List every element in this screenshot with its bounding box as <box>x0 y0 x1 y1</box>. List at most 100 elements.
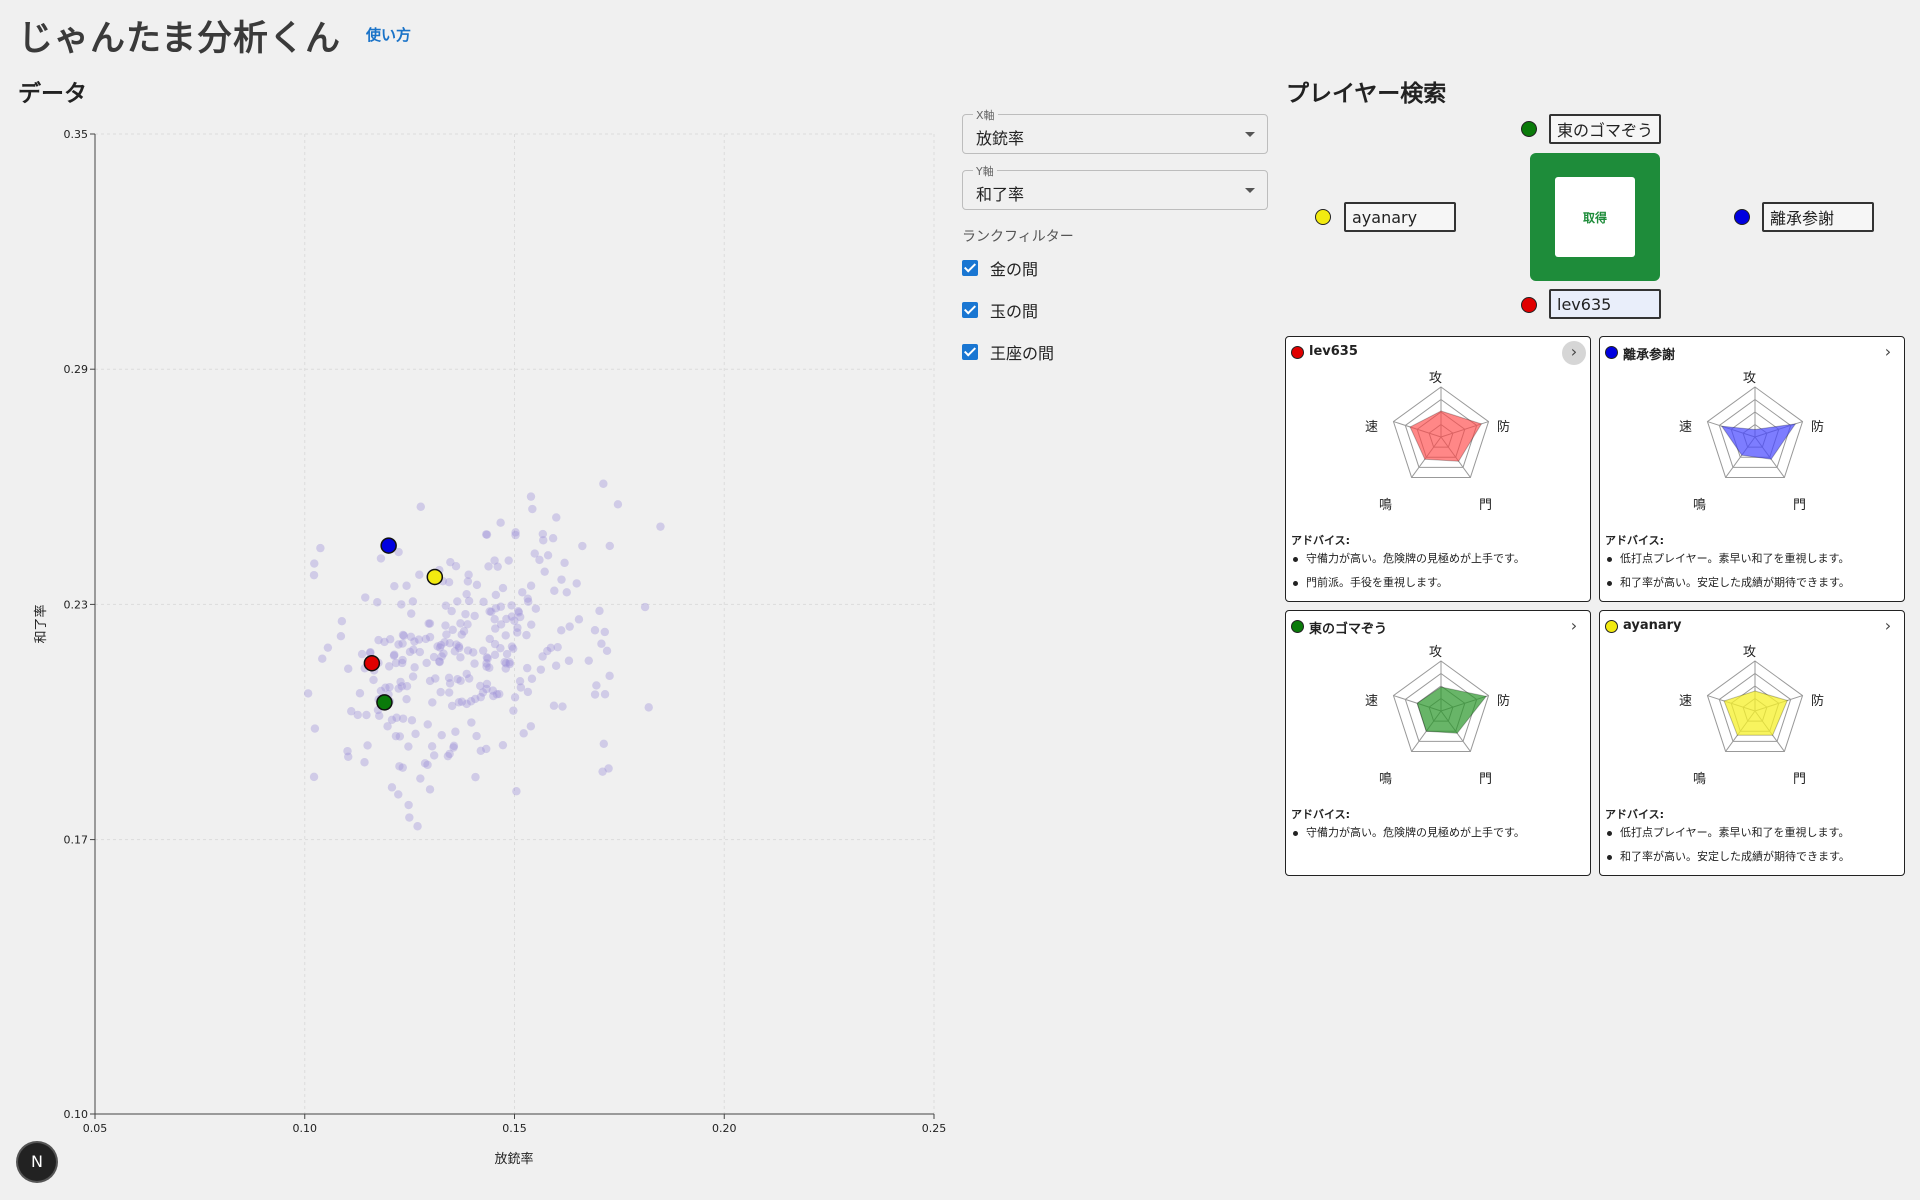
scatter-point <box>424 619 433 628</box>
player-input-top[interactable] <box>1549 114 1661 144</box>
scatter-point <box>485 634 494 644</box>
scatter-point <box>462 699 471 709</box>
player-card: ayanary › 攻防門 鳴 速アドバイス: 低打点プレイヤー。素早い和了を重視します。… <box>1599 610 1905 876</box>
scatter-point <box>490 639 500 649</box>
rank-checkbox-gold[interactable]: 金の間 <box>962 256 1038 280</box>
highlighted-player-point[interactable] <box>426 568 444 586</box>
nextjs-badge-icon[interactable]: N <box>18 1143 56 1181</box>
scatter-point <box>543 646 552 656</box>
scatter-point <box>605 671 614 681</box>
scatter-point <box>543 551 553 560</box>
checkbox-checked-icon[interactable] <box>962 260 978 276</box>
checkbox-checked-icon[interactable] <box>962 344 978 360</box>
scatter-point <box>590 626 600 635</box>
checkbox-checked-icon[interactable] <box>962 302 978 318</box>
player-input-left[interactable] <box>1344 202 1456 232</box>
scatter-point <box>540 567 549 576</box>
scatter-point <box>490 615 499 624</box>
scatter-point <box>448 625 457 635</box>
highlighted-player-point[interactable] <box>363 654 381 672</box>
advice-title: アドバイス: <box>1605 534 1665 547</box>
scatter-point <box>482 659 491 668</box>
scatter-point <box>491 590 501 600</box>
scatter-point <box>355 689 365 698</box>
scatter-point <box>361 593 370 602</box>
scatter-point <box>402 581 411 590</box>
scatter-point <box>436 640 446 650</box>
scatter-point <box>592 681 601 690</box>
scatter-point <box>407 609 416 618</box>
rank-checkbox-jade[interactable]: 玉の間 <box>962 298 1038 322</box>
radar-grid-ring <box>1706 660 1804 752</box>
radar-grid-ring <box>1392 660 1490 752</box>
scatter-point <box>501 659 511 668</box>
scatter-point <box>509 706 518 715</box>
y-tick-label: 0.29 <box>64 363 89 376</box>
radar-grid-ring <box>1392 386 1490 478</box>
scatter-point <box>512 787 521 796</box>
background-points <box>303 479 665 831</box>
scatter-point <box>500 657 509 667</box>
radar-axis-label: 防 <box>1811 694 1825 709</box>
x-tick-label: 0.20 <box>712 1122 737 1135</box>
y-axis-select-value: 和了率 <box>976 185 1025 204</box>
chevron-right-icon[interactable]: › <box>1562 341 1586 365</box>
x-axis-select[interactable]: X軸 放銃率 <box>962 107 1268 154</box>
scatter-point <box>462 669 471 679</box>
scatter-point <box>444 578 454 587</box>
scatter-point <box>394 790 403 799</box>
chevron-right-icon[interactable]: › <box>1884 342 1892 361</box>
scatter-point <box>467 718 476 727</box>
scatter-point <box>539 536 548 545</box>
scatter-point <box>309 570 319 580</box>
y-axis-title: 和了率 <box>33 604 49 643</box>
scatter-point <box>437 730 446 740</box>
highlighted-player-point[interactable] <box>380 537 397 554</box>
y-axis-select-label: Y軸 <box>973 163 997 179</box>
x-axis-title: 放銃率 <box>494 1151 533 1167</box>
player-input-right[interactable] <box>1762 202 1874 232</box>
scatter-point <box>406 632 416 641</box>
scatter-point <box>374 635 383 645</box>
scatter-point <box>323 643 333 652</box>
scatter-point <box>444 673 454 683</box>
help-link[interactable]: 使い方 <box>366 26 412 44</box>
chevron-right-icon[interactable]: › <box>1884 616 1892 635</box>
radar-grid-ring <box>1706 386 1804 478</box>
advice-list: 低打点プレイヤー。素早い和了を重視します。 和了率が高い。安定した成績が期待できま… <box>1605 552 1850 600</box>
chevron-right-icon[interactable]: › <box>1570 616 1578 635</box>
scatter-point <box>549 701 559 710</box>
scatter-point <box>519 729 528 738</box>
scatter-point <box>495 689 504 699</box>
fetch-button[interactable]: 取得 <box>1555 177 1635 257</box>
x-ticks: 0.05 0.10 0.15 0.20 0.25 <box>83 1114 946 1135</box>
scatter-point <box>511 530 520 540</box>
radar-axis-label: 防 <box>1811 420 1825 435</box>
scatter-point <box>316 543 325 553</box>
rank-checkbox-throne[interactable]: 王座の間 <box>962 340 1054 364</box>
scatter-point <box>515 612 525 622</box>
scatter-point <box>433 642 442 651</box>
scatter-point <box>389 651 399 660</box>
radar-axis-label: 門 <box>1793 498 1807 513</box>
y-axis-select[interactable]: Y軸 和了率 <box>962 163 1268 210</box>
x-tick-label: 0.10 <box>293 1122 318 1135</box>
scatter-point <box>449 741 459 751</box>
advice-item: 低打点プレイヤー。素早い和了を重視します。 <box>1605 826 1850 850</box>
scatter-point <box>502 614 511 624</box>
scatter-point <box>564 656 574 665</box>
player-input-bottom[interactable] <box>1549 289 1661 319</box>
highlighted-player-point[interactable] <box>376 694 393 711</box>
scatter-point <box>394 684 403 693</box>
scatter-point <box>436 687 445 697</box>
scatter-point <box>501 664 510 673</box>
scatter-point <box>515 676 525 686</box>
scatter-point <box>454 698 464 707</box>
advice-item: 和了率が高い。安定した成績が期待できます。 <box>1605 576 1850 600</box>
scatter-point <box>398 639 407 648</box>
scatter-point <box>552 513 561 522</box>
scatter-point <box>413 822 422 831</box>
x-axis-select-value: 放銃率 <box>976 129 1025 148</box>
scatter-point <box>604 764 613 773</box>
scatter-chart: 0.05 0.10 0.15 0.20 0.25 0.100.170.230.290.3… <box>33 128 946 1167</box>
